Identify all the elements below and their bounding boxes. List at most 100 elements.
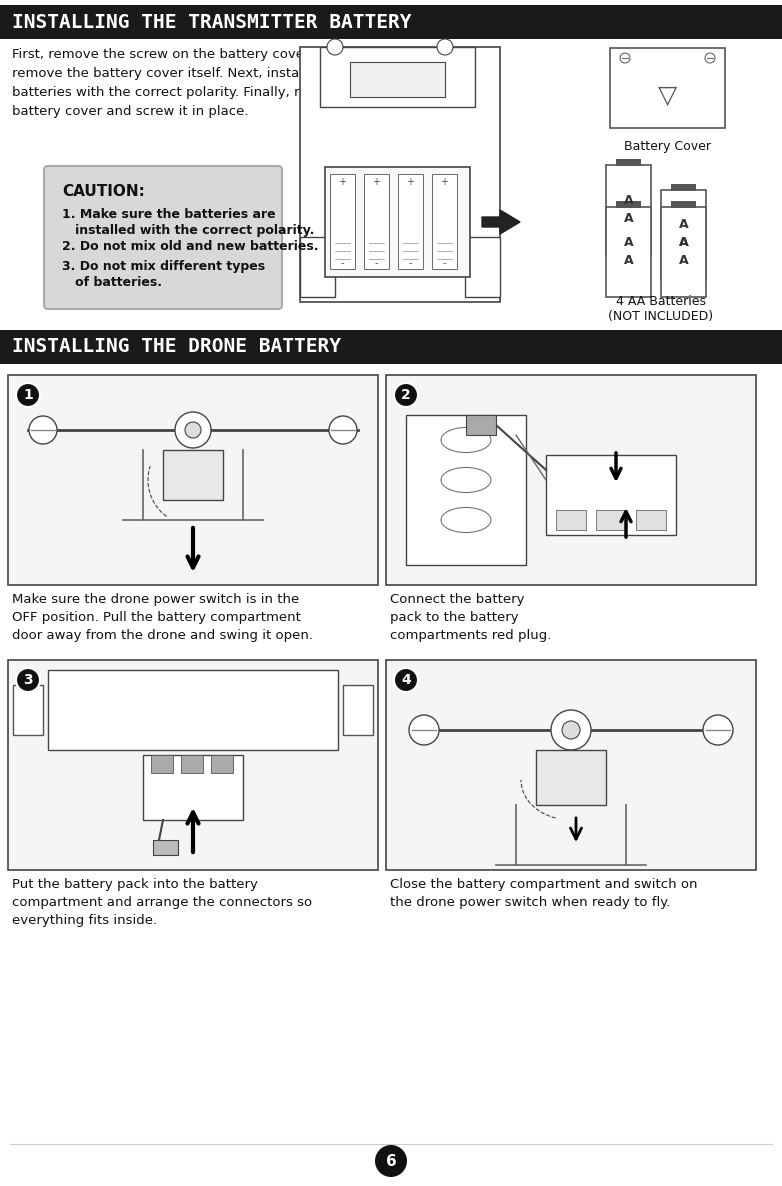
Bar	[465, 237, 500, 296]
Text: A: A	[679, 236, 688, 249]
Bar	[610, 47, 725, 128]
Bar	[153, 840, 178, 855]
Text: +: +	[407, 177, 414, 187]
Ellipse shape	[441, 508, 491, 533]
Text: +: +	[440, 177, 449, 187]
Text: 1: 1	[23, 388, 33, 402]
Bar	[343, 686, 373, 735]
Bar	[596, 510, 626, 530]
Text: A: A	[679, 218, 688, 231]
Bar	[406, 415, 526, 565]
Circle shape	[620, 53, 630, 63]
Text: A: A	[624, 236, 633, 249]
Text: installed with the correct polarity.: installed with the correct polarity.	[62, 224, 314, 237]
Bar	[546, 455, 676, 535]
Bar	[466, 415, 496, 435]
Circle shape	[185, 422, 201, 438]
Circle shape	[703, 715, 733, 745]
Text: 4: 4	[401, 672, 411, 687]
Bar	[432, 174, 457, 269]
Text: A: A	[624, 193, 633, 206]
Circle shape	[175, 412, 211, 448]
Bar	[606, 165, 651, 255]
Bar	[0, 5, 782, 39]
Circle shape	[562, 721, 580, 739]
Bar	[636, 510, 666, 530]
Text: Close the battery compartment and switch on
the drone power switch when ready to: Close the battery compartment and switch…	[390, 878, 698, 908]
Circle shape	[16, 383, 40, 407]
Bar	[350, 62, 445, 97]
Bar	[386, 659, 756, 871]
Bar	[300, 47, 500, 302]
Ellipse shape	[441, 427, 491, 453]
Text: -: -	[443, 259, 447, 268]
Bar	[616, 200, 641, 208]
Text: A: A	[679, 236, 688, 249]
Circle shape	[29, 416, 57, 444]
Text: Battery Cover: Battery Cover	[624, 140, 711, 153]
Bar	[661, 190, 706, 280]
Bar	[671, 184, 696, 191]
Circle shape	[16, 668, 40, 691]
Ellipse shape	[441, 467, 491, 492]
Text: Put the battery pack into the battery
compartment and arrange the connectors so
: Put the battery pack into the battery co…	[12, 878, 312, 927]
Circle shape	[409, 715, 439, 745]
Text: 2. Do not mix old and new batteries.: 2. Do not mix old and new batteries.	[62, 240, 318, 253]
Circle shape	[394, 668, 418, 691]
Text: 3: 3	[23, 672, 33, 687]
Circle shape	[705, 53, 715, 63]
Bar	[398, 174, 423, 269]
Text: Make sure the drone power switch is in the
OFF position. Pull the battery compar: Make sure the drone power switch is in t…	[12, 593, 313, 642]
Circle shape	[394, 383, 418, 407]
Text: -: -	[409, 259, 412, 268]
Text: Connect the battery
pack to the battery
compartments red plug.: Connect the battery pack to the battery …	[390, 593, 551, 642]
Text: A: A	[624, 211, 633, 224]
Bar	[330, 174, 355, 269]
Circle shape	[329, 416, 357, 444]
Text: A: A	[624, 254, 633, 267]
Bar	[8, 375, 378, 585]
Circle shape	[551, 710, 591, 750]
Text: INSTALLING THE DRONE BATTERY: INSTALLING THE DRONE BATTERY	[12, 338, 341, 357]
Bar	[48, 670, 338, 750]
Polygon shape	[482, 210, 520, 234]
Text: ▽: ▽	[658, 84, 677, 108]
Text: 3. Do not mix different types: 3. Do not mix different types	[62, 260, 265, 273]
Text: +: +	[339, 177, 346, 187]
Circle shape	[327, 39, 343, 55]
Bar	[163, 449, 223, 500]
Bar	[606, 208, 651, 296]
Text: CAUTION:: CAUTION:	[62, 184, 145, 199]
Bar	[325, 167, 470, 278]
Bar	[181, 755, 203, 773]
Text: of batteries.: of batteries.	[62, 276, 162, 289]
Text: INSTALLING THE TRANSMITTER BATTERY: INSTALLING THE TRANSMITTER BATTERY	[12, 13, 411, 32]
Text: A: A	[679, 254, 688, 267]
FancyBboxPatch shape	[44, 166, 282, 310]
Text: 1. Make sure the batteries are: 1. Make sure the batteries are	[62, 208, 275, 221]
Bar	[151, 755, 173, 773]
Bar	[386, 375, 756, 585]
Bar	[661, 208, 706, 296]
Bar	[616, 159, 641, 166]
Bar	[13, 686, 43, 735]
Bar	[300, 237, 335, 296]
Bar	[143, 755, 243, 820]
Text: +: +	[372, 177, 381, 187]
Bar	[211, 755, 233, 773]
Bar	[0, 330, 782, 364]
Circle shape	[375, 1144, 407, 1177]
Bar	[536, 750, 606, 805]
Bar	[364, 174, 389, 269]
Bar	[556, 510, 586, 530]
Bar	[671, 200, 696, 208]
Text: -: -	[375, 259, 378, 268]
Text: 6: 6	[386, 1154, 396, 1168]
Text: 4 AA Batteries
(NOT INCLUDED): 4 AA Batteries (NOT INCLUDED)	[608, 295, 713, 323]
Text: -: -	[341, 259, 344, 268]
Bar	[320, 47, 475, 107]
Text: First, remove the screw on the battery cover and then
remove the battery cover i: First, remove the screw on the battery c…	[12, 47, 374, 117]
Text: 2: 2	[401, 388, 411, 402]
Circle shape	[437, 39, 453, 55]
Bar	[8, 659, 378, 871]
